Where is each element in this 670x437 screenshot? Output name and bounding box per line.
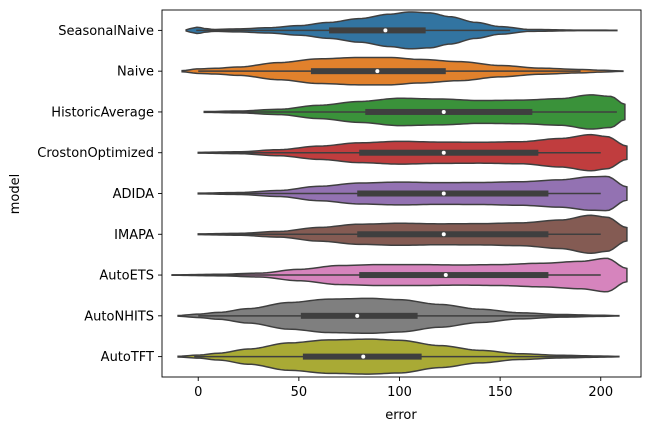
violin-ADIDA [197,175,628,212]
median-dot-AutoTFT [361,354,366,359]
y-axis-ticks: SeasonalNaive Naive HistoricAverage Croston… [37,24,162,365]
y-tick-label-ADIDA: ADIDA [113,187,155,202]
violin-SeasonalNaive [185,11,618,50]
iqr-box-ADIDA [357,190,549,197]
violin-HistoricAverage [203,94,626,130]
violin-AutoNHITS [177,297,620,335]
y-axis-label: model [8,174,23,214]
iqr-box-HistoricAverage [365,108,533,115]
median-dot-IMAPA [441,232,446,237]
violin-IMAPA [197,214,628,255]
y-tick-label-Naive: Naive [117,65,154,80]
iqr-box-CrostonOptimized [359,149,539,156]
y-tick-label-HistoricAverage: HistoricAverage [51,105,154,120]
iqr-box-SeasonalNaive [329,27,426,34]
x-tick-label-0: 0 [194,385,202,400]
violins-group [171,11,628,375]
iqr-box-IMAPA [357,231,549,238]
iqr-box-AutoETS [359,272,549,279]
median-dot-ADIDA [441,191,446,196]
y-tick-label-IMAPA: IMAPA [114,228,154,243]
x-tick-label-50: 50 [291,385,308,400]
violin-CrostonOptimized [197,133,628,172]
median-dot-SeasonalNaive [383,28,388,33]
iqr-box-AutoNHITS [300,312,418,319]
x-axis-ticks: 0 50 100 150 200 [194,377,613,400]
violin-AutoETS [171,257,628,293]
y-tick-label-SeasonalNaive: SeasonalNaive [58,24,154,39]
y-tick-label-AutoNHITS: AutoNHITS [84,309,154,324]
violin-AutoTFT [177,338,620,375]
median-dot-AutoETS [443,273,448,278]
x-tick-label-100: 100 [387,385,412,400]
y-tick-label-CrostonOptimized: CrostonOptimized [37,146,154,161]
x-tick-label-200: 200 [588,385,613,400]
y-tick-label-AutoETS: AutoETS [99,269,154,284]
median-dot-AutoNHITS [355,313,360,318]
x-axis-label: error [385,408,417,423]
x-tick-label-150: 150 [488,385,513,400]
median-dot-CrostonOptimized [441,150,446,155]
median-dot-HistoricAverage [441,109,446,114]
median-dot-Naive [375,69,380,74]
y-tick-label-AutoTFT: AutoTFT [101,350,154,365]
violin-Naive [181,56,624,86]
